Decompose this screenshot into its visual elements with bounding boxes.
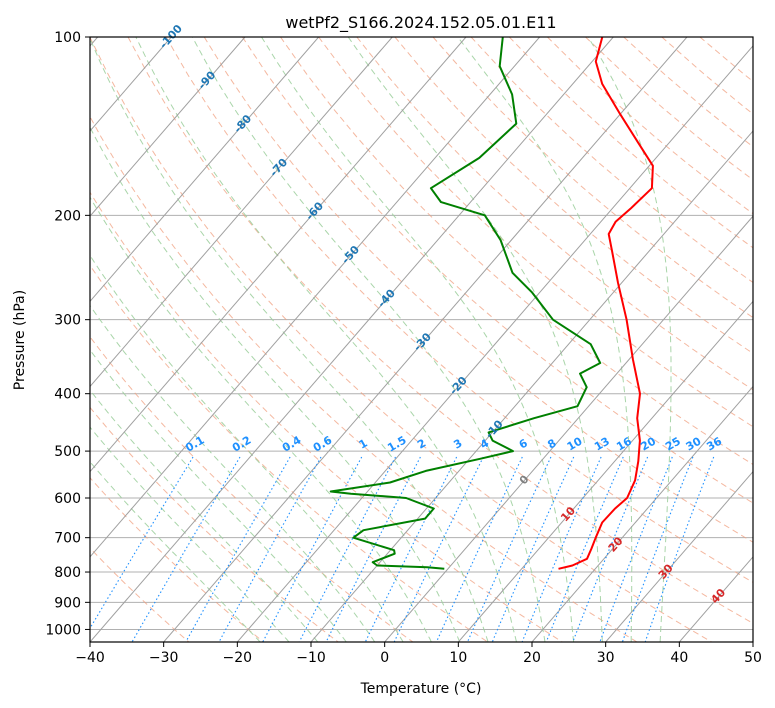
dry-adiabat-line [90,406,339,642]
mixing-ratio-line [364,456,458,642]
dry-adiabat-line [203,37,753,543]
x-tick-label: −10 [296,650,326,666]
dry-adiabat-line [90,264,488,642]
isotherm-line [90,37,467,473]
isotherm-line [457,300,753,642]
isotherm-line [605,470,753,642]
x-tick-label: 40 [670,650,688,666]
y-tick-label: 200 [54,208,81,224]
y-axis: 100 200 300 400 500 600 700 800 900 1000 [45,30,90,638]
mixing-ratio-line [218,456,322,642]
y-axis-title: Pressure (hPa) [12,290,28,390]
moist-adiabat-line [347,37,603,642]
moist-adiabat-line [90,37,489,642]
moist-adiabat-line [457,37,633,642]
y-tick-label: 1000 [45,622,81,638]
dry-adiabat-line [432,37,753,319]
y-tick-label: 400 [54,387,81,403]
isotherm-line [90,37,320,303]
moist-adiabat-line [135,37,517,642]
isotherm-line [90,37,614,642]
dry-adiabat-line [470,37,753,284]
y-tick-label: 100 [54,30,81,46]
dry-adiabat-line [508,37,753,249]
isotherm-line [384,215,753,642]
moist-adiabat-line [261,37,575,642]
isotherm-line [163,37,688,642]
x-tick-label: 50 [744,650,762,666]
isotherm-line [752,641,753,642]
mixing-ratio-line [90,456,194,630]
mixing-ratio-line [621,456,694,642]
x-tick-label: 0 [380,650,389,666]
series-layer [329,37,654,570]
mixing-ratio-line [599,456,673,642]
mixing-ratio-label: 6 [517,436,530,451]
isotherm-line [90,37,246,217]
mixing-ratio-line [435,456,523,642]
dry-adiabat-line [241,37,753,504]
moist-adiabat-line [191,37,546,642]
x-tick-label: −30 [149,650,179,666]
moist-adiabat-line [90,126,461,642]
mixing-ratio-line [644,456,715,642]
moist-adiabat-line [90,461,261,642]
plot-frame [89,36,754,643]
x-tick-label: 30 [597,650,615,666]
x-axis: −40 −30 −20 −10 0 10 20 30 40 50 [75,642,762,666]
mixing-ratio-line [491,456,575,642]
moist-adiabat-line [90,349,347,642]
mixing-ratio-line [185,456,291,642]
isotherm-line [90,37,541,558]
isotherm-line [90,37,393,388]
isotherm-line [531,385,753,642]
dry-adiabat-line [547,37,753,215]
y-tick-label: 800 [54,565,81,581]
mixing-ratio-label: 3 [451,437,464,452]
x-tick-label: −40 [75,650,105,666]
x-axis-title: Temperature (°C) [360,681,482,697]
moist-adiabat-line [90,426,290,642]
chart-title: wetPf2_S166.2024.152.05.01.E11 [285,13,556,33]
moist-adiabat-line [90,196,432,642]
moist-adiabat-line [587,37,672,642]
y-tick-label: 900 [54,595,81,611]
dry-adiabat-line [394,37,753,354]
dry-adiabat-line [280,37,753,466]
x-tick-label: −20 [223,650,253,666]
isotherm-line [236,45,753,642]
y-tick-label: 600 [54,491,81,507]
x-tick-label: 20 [523,650,541,666]
moist-adiabat-line [90,304,376,642]
dry-adiabat-line [165,37,753,583]
y-tick-label: 300 [54,313,81,329]
moist-adiabat-line [90,254,404,642]
background-grid [90,37,753,642]
mixing-ratio-line [572,456,649,642]
dry-adiabat-line [90,115,638,642]
mixing-ratio-line [393,456,484,642]
dry-adiabat-line [90,191,563,642]
mixing-ratio-line [521,456,602,642]
background-labels: 0.1 0.2 0.4 0.6 1 1.5 2 3 4 6 8 10 13 16 20 25 30 36-100-… [157,22,729,606]
isotherm-line [310,130,753,642]
y-tick-label: 700 [54,531,81,547]
x-tick-label: 10 [449,650,467,666]
series-line-temperature [558,37,654,570]
dry-adiabat-line [90,336,414,642]
moist-adiabat-line [90,389,319,642]
dry-adiabat-line [90,476,264,642]
dry-adiabat-line [90,37,712,642]
mixing-ratio-line [131,456,241,642]
y-tick-label: 500 [54,444,81,460]
dry-adiabat-line [127,37,753,624]
series-line-dewpoint [329,37,602,570]
mixing-ratio-line [545,456,624,642]
dry-adiabat-line [699,37,753,83]
mixing-ratio-label: 2 [415,437,428,452]
isotherm-line [678,556,753,642]
